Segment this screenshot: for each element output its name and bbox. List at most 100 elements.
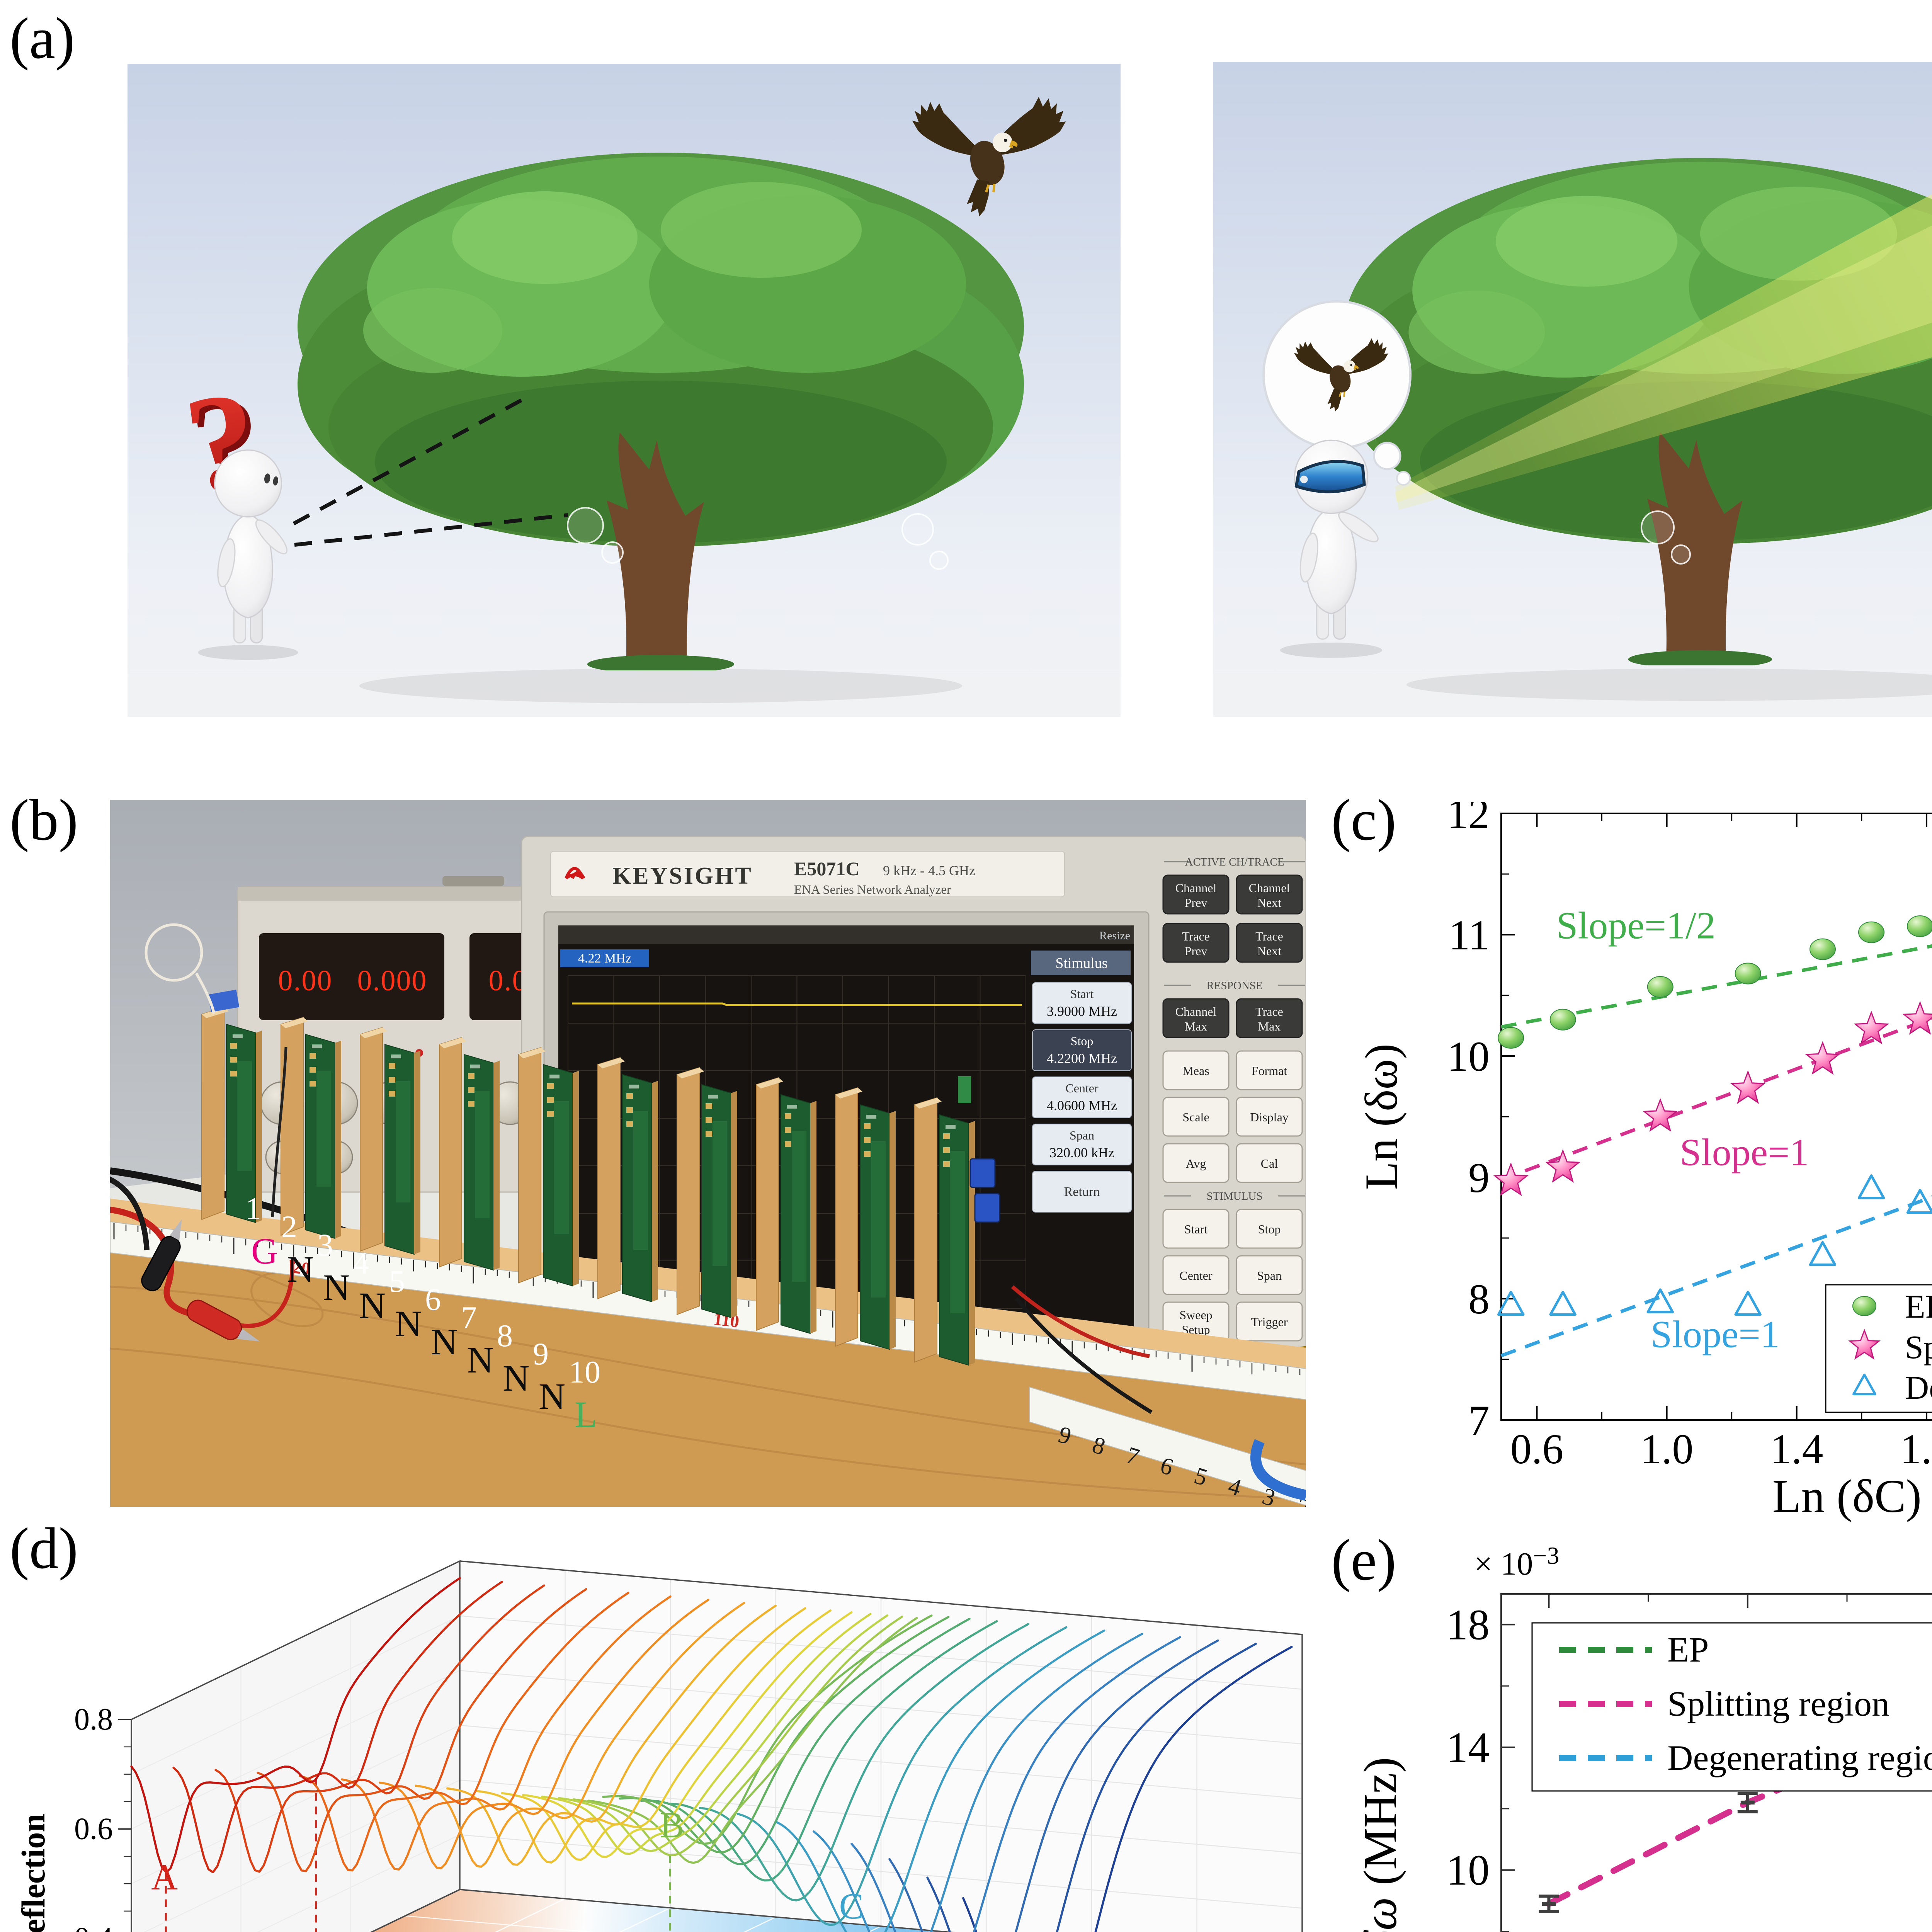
y-axis-label: Ln (δω) (1355, 1044, 1407, 1190)
reflection-curve (926, 1643, 1257, 1932)
button-stop[interactable] (1236, 1209, 1303, 1249)
data-point-sphere (1809, 938, 1836, 960)
svg-text:Stop: Stop (1258, 1222, 1281, 1236)
softkey-menu[interactable]: Start 3.9000 MHz Stop 4.2200 MHz Center 4.060… (1032, 982, 1132, 1213)
bubbles (1641, 510, 1691, 565)
y-tick-label: 9 (1468, 1154, 1490, 1201)
board-number: 2 (281, 1209, 297, 1244)
reflection-curve (415, 1602, 745, 1868)
svg-text:Start: Start (1070, 987, 1094, 1001)
seven-segment-readout: 0.00 (278, 964, 333, 997)
y-tick-label: 8 (1468, 1276, 1490, 1323)
data-point-star (1493, 1162, 1529, 1196)
board-number: 9 (533, 1336, 549, 1371)
data-point-triangle (1549, 1291, 1577, 1316)
x-axis-label: Ln (δC) (1772, 1470, 1922, 1522)
frequency-readout: 4.22 MHz (578, 951, 631, 966)
reflection-curve (558, 1614, 889, 1852)
trace-line (572, 1002, 1022, 1006)
button-meas[interactable] (1162, 1050, 1230, 1090)
data-point-star (1730, 1070, 1766, 1104)
board-number: 5 (389, 1264, 405, 1299)
button-start[interactable] (1162, 1209, 1230, 1249)
data-point-sphere (1735, 963, 1761, 985)
wood-frame (756, 1077, 779, 1331)
wood-frame (439, 1037, 462, 1268)
pcb-board-3 (360, 1027, 420, 1255)
svg-text:320.00 kHz: 320.00 kHz (1049, 1145, 1114, 1160)
y-tick-label: 10 (1446, 1847, 1490, 1895)
button-channel-next[interactable] (1236, 874, 1303, 915)
button-scale[interactable] (1162, 1097, 1230, 1137)
board-number: 10 (569, 1354, 600, 1389)
reflection-curve (130, 1577, 461, 1874)
data-point-triangle (1646, 1288, 1674, 1313)
chart-d: ABCEP0.20.40.60.8Reflection2.52.01.51.00… (15, 1560, 1303, 1932)
data-point-star (1805, 1041, 1840, 1075)
button-trace-max[interactable] (1236, 998, 1303, 1038)
z-tick-label: 0.6 (74, 1812, 113, 1846)
button-trace-next[interactable] (1236, 923, 1303, 963)
section-label: RESPONSE (1206, 980, 1262, 992)
svg-text:Start: Start (1184, 1222, 1208, 1236)
board-letter: N (539, 1376, 565, 1417)
chart-c: 0.61.01.41.82.22.6789101112Ln (δω)Ln (δC… (1355, 802, 1932, 1522)
reflection-curve (476, 1607, 806, 1864)
softkey-center[interactable] (1032, 1077, 1132, 1118)
reflection-curve (214, 1584, 545, 1873)
svg-text:Stop: Stop (1071, 1034, 1094, 1048)
data-point-triangle (1734, 1291, 1762, 1316)
svg-text:Span: Span (1070, 1128, 1094, 1142)
button-trigger[interactable] (1236, 1301, 1303, 1342)
data-point-sphere (1498, 1027, 1524, 1049)
front-panel-buttons[interactable]: ACTIVE CH/TRACE Channel Prev Channel Next Tra… (1162, 856, 1305, 1342)
board-letter: N (287, 1248, 314, 1290)
data-point-sphere (1647, 976, 1673, 998)
button-span[interactable] (1236, 1255, 1303, 1295)
board-letter: N (503, 1357, 529, 1399)
black-probe-clip[interactable] (138, 1216, 193, 1294)
keysight-logo-icon (565, 867, 585, 880)
brand-plate (550, 851, 1065, 897)
screen-resize-label: Resize (1099, 929, 1130, 942)
wood-frame (201, 1007, 224, 1220)
button-avg[interactable] (1162, 1143, 1230, 1183)
data-marker (1542, 1902, 1556, 1906)
panel-b-label: (b) (10, 787, 78, 852)
button-cal[interactable] (1236, 1143, 1303, 1183)
section-label: STIMULUS (1206, 1190, 1262, 1202)
button-format[interactable] (1236, 1050, 1303, 1090)
reflection-curve (850, 1636, 1181, 1932)
softkey-stop[interactable] (1032, 1029, 1132, 1071)
data-point-sphere (1858, 921, 1885, 943)
legend-label: Degenerating region (1667, 1738, 1932, 1777)
button-center[interactable] (1162, 1255, 1230, 1295)
softkey-start[interactable] (1032, 982, 1132, 1024)
svg-text:Trigger: Trigger (1251, 1315, 1288, 1329)
pcb-board-7 (677, 1067, 737, 1318)
svg-text:Format: Format (1252, 1064, 1287, 1078)
data-marker (1740, 1801, 1755, 1804)
sight-dashed-lines (293, 396, 568, 547)
legend-box (1825, 1284, 1932, 1413)
softkey-return[interactable] (1032, 1171, 1132, 1213)
button-trace-prev[interactable] (1162, 923, 1230, 963)
annotation-B: B (660, 1804, 684, 1845)
panel-c-label: (c) (1331, 787, 1396, 852)
pcb-board-8 (756, 1077, 816, 1334)
trend-line (1500, 1195, 1932, 1357)
button-display[interactable] (1236, 1097, 1303, 1137)
data-point-sphere (1549, 1009, 1576, 1031)
svg-text:Avg: Avg (1186, 1156, 1206, 1170)
data-point-triangle (1497, 1291, 1525, 1316)
softkey-span[interactable] (1032, 1124, 1132, 1165)
pcb-board-1 (145, 923, 262, 1223)
red-alligator-clip[interactable] (184, 1297, 264, 1353)
button-channel-max[interactable] (1162, 998, 1230, 1038)
button-channel-prev[interactable] (1162, 874, 1230, 915)
legend-label: Splitting region (1905, 1328, 1932, 1366)
